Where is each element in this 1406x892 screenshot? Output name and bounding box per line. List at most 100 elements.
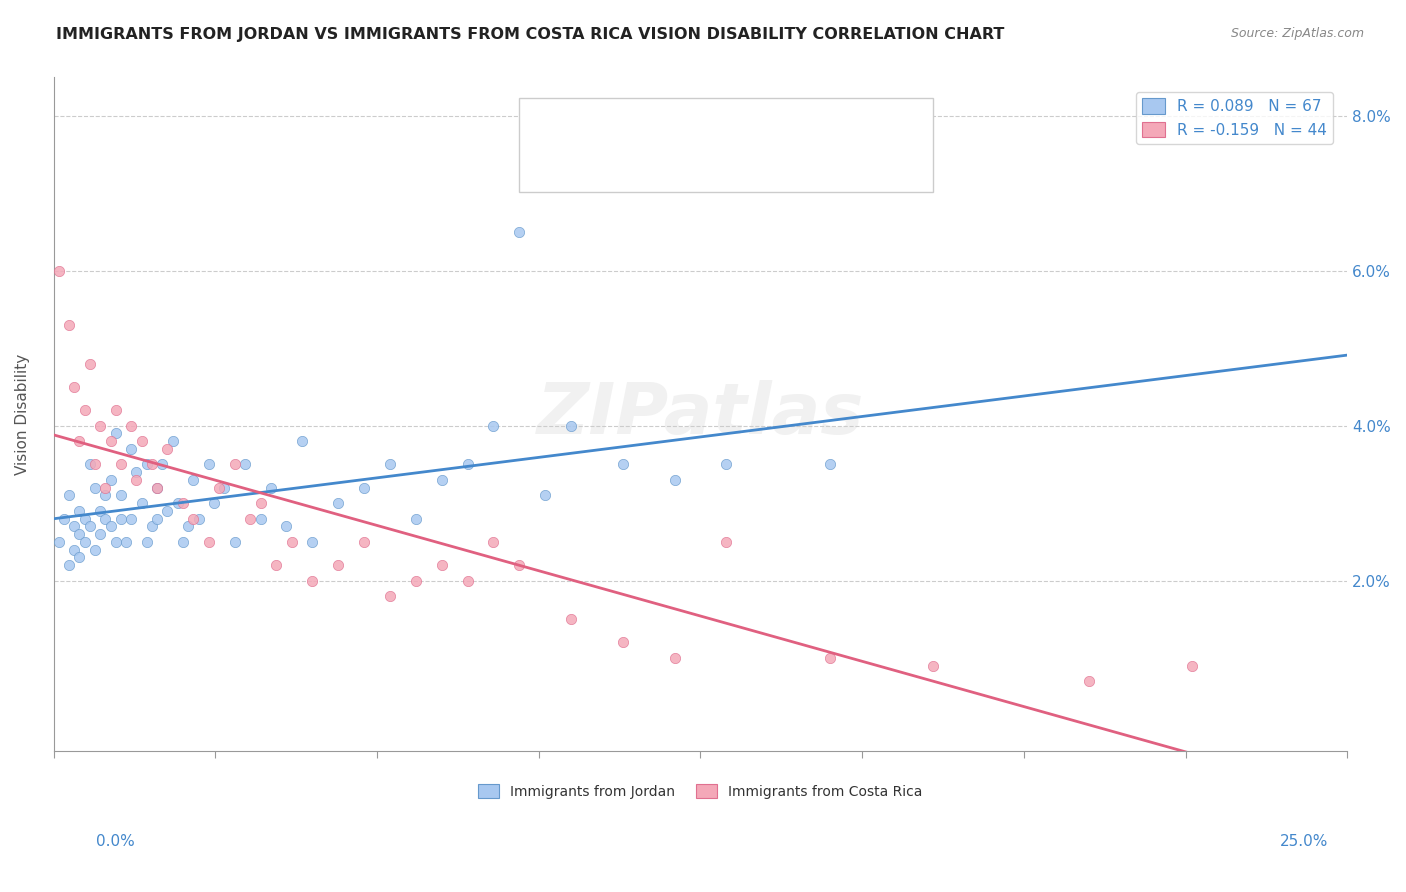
Point (457, 574, 479, 588)
Point (233, 458, 256, 472)
Point (120, 442, 142, 456)
Point (131, 434, 153, 449)
Point (198, 458, 221, 472)
Point (664, 651, 686, 665)
Point (52, 511, 75, 525)
Point (457, 458, 479, 472)
Point (150, 458, 173, 472)
Point (84, 481, 107, 495)
Point (58, 558, 80, 572)
Point (716, 458, 738, 472)
Point (534, 488, 557, 502)
Point (172, 496, 194, 510)
Point (63, 519, 86, 533)
Text: IMMIGRANTS FROM JORDAN VS IMMIGRANTS FROM COSTA RICA VISION DISABILITY CORRELATI: IMMIGRANTS FROM JORDAN VS IMMIGRANTS FRO… (56, 27, 1005, 42)
Point (208, 481, 231, 495)
Point (172, 534, 194, 549)
Point (482, 418, 505, 433)
Point (73, 403, 96, 417)
Point (69, 527, 91, 541)
Point (58, 318, 80, 332)
Point (183, 473, 205, 487)
Point (100, 519, 122, 533)
Point (104, 426, 127, 441)
Point (353, 481, 375, 495)
Point (224, 534, 246, 549)
Point (63, 542, 86, 557)
Point (560, 418, 582, 433)
Point (198, 534, 221, 549)
Point (202, 496, 225, 510)
Point (612, 458, 634, 472)
Point (291, 434, 314, 449)
Point (664, 473, 686, 487)
Point (264, 558, 287, 572)
Point (818, 651, 841, 665)
Point (1181, 658, 1204, 673)
Point (104, 403, 127, 417)
Point (239, 511, 262, 525)
Text: 0.0%: 0.0% (96, 834, 135, 849)
Point (430, 473, 453, 487)
Point (84, 458, 107, 472)
Point (84, 542, 107, 557)
Point (214, 481, 236, 495)
Point (131, 496, 153, 510)
Point (69, 550, 91, 565)
Point (249, 511, 271, 525)
Text: ZIPatlas: ZIPatlas (537, 380, 865, 449)
Point (69, 504, 91, 518)
Point (58, 488, 80, 502)
Point (120, 418, 142, 433)
Point (301, 574, 323, 588)
Point (280, 534, 302, 549)
Point (94, 511, 117, 525)
Point (187, 511, 209, 525)
Point (100, 473, 122, 487)
Point (482, 534, 505, 549)
Point (177, 519, 200, 533)
FancyBboxPatch shape (519, 97, 934, 192)
Point (48, 264, 70, 278)
Point (378, 458, 401, 472)
Point (166, 496, 188, 510)
Point (63, 380, 86, 394)
Point (141, 519, 163, 533)
Point (328, 558, 350, 572)
Point (110, 458, 132, 472)
Point (110, 488, 132, 502)
Point (430, 558, 453, 572)
Point (73, 534, 96, 549)
Text: 25.0%: 25.0% (1281, 834, 1329, 849)
Point (110, 511, 132, 525)
Point (141, 458, 163, 472)
Point (183, 511, 205, 525)
Point (69, 434, 91, 449)
Point (146, 511, 169, 525)
Point (156, 504, 179, 518)
Point (405, 511, 427, 525)
Point (100, 434, 122, 449)
Point (79, 519, 101, 533)
Point (89, 527, 111, 541)
Point (224, 458, 246, 472)
Point (301, 534, 323, 549)
Point (353, 534, 375, 549)
Text: Source: ZipAtlas.com: Source: ZipAtlas.com (1230, 27, 1364, 40)
Legend: Immigrants from Jordan, Immigrants from Costa Rica: Immigrants from Jordan, Immigrants from … (472, 779, 928, 805)
Point (73, 511, 96, 525)
Point (560, 612, 582, 626)
Point (922, 658, 945, 673)
Point (125, 465, 148, 479)
Point (1077, 674, 1099, 689)
Point (89, 504, 111, 518)
Point (612, 635, 634, 649)
Point (79, 458, 101, 472)
Point (249, 496, 271, 510)
Point (89, 418, 111, 433)
Point (94, 481, 117, 495)
Point (79, 357, 101, 371)
Point (818, 458, 841, 472)
Point (276, 519, 298, 533)
Point (378, 589, 401, 603)
